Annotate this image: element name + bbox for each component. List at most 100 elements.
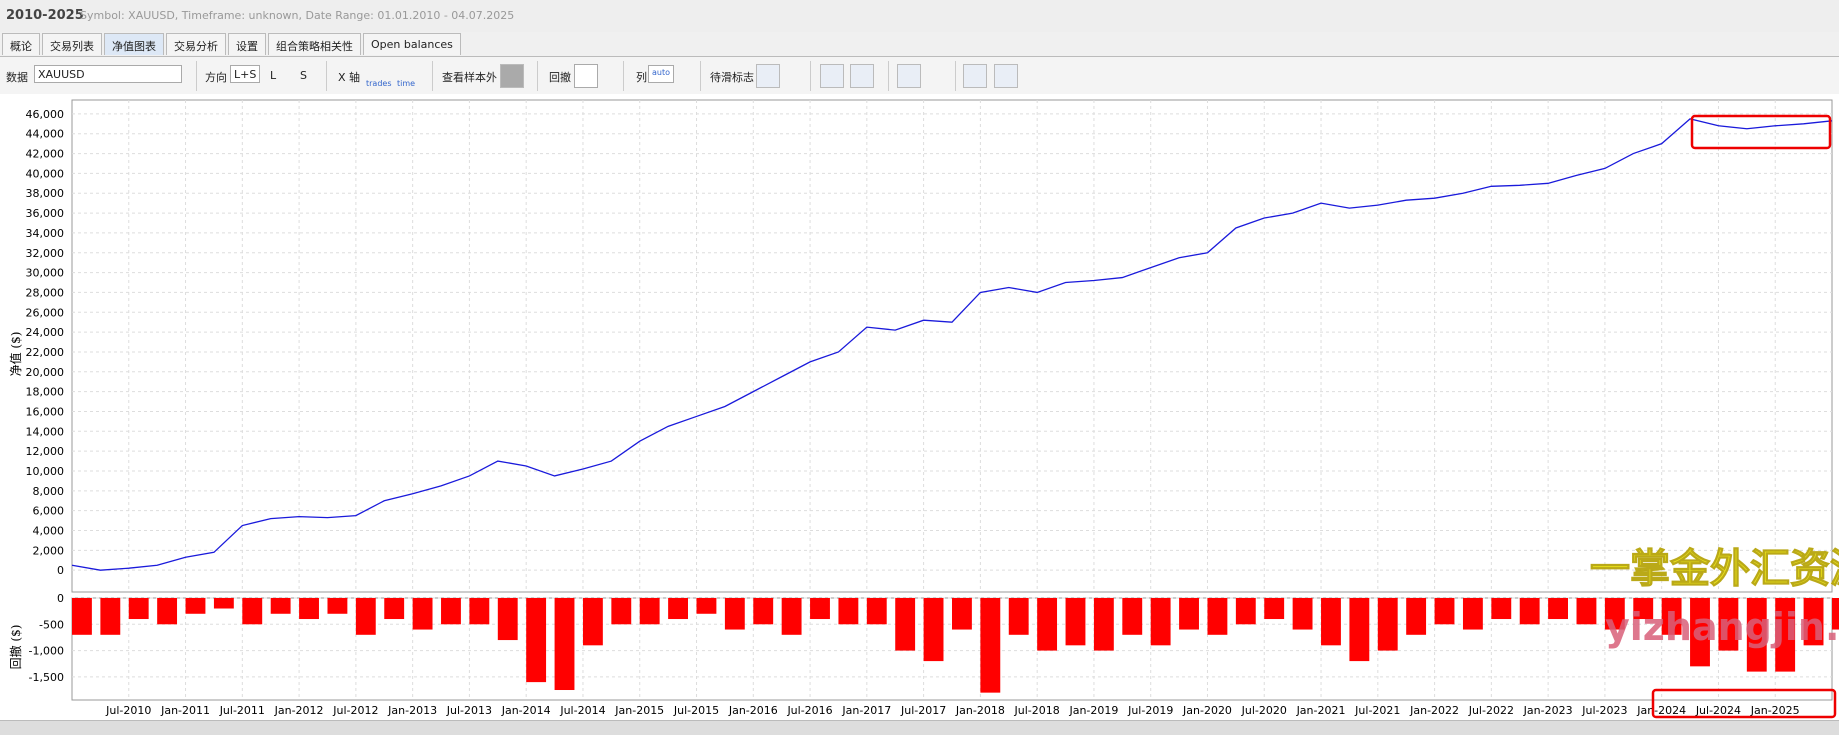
button[interactable]: trades [366,79,392,88]
separator [432,61,433,91]
y-tick-label: 42,000 [26,148,65,161]
x-tick-label: Jan-2013 [387,704,437,717]
drawdown-bar [1604,598,1625,630]
drawdown-bar [1491,598,1512,620]
dropdown[interactable]: auto [648,65,675,83]
y-tick-label: 2,000 [33,544,65,557]
button[interactable] [850,64,874,88]
drawdown-bar [554,598,575,691]
y-tick-label: 4,000 [33,525,65,538]
status-bar [0,720,1839,735]
drawdown-bar [1321,598,1341,646]
drawdown-bar [72,598,92,635]
button[interactable]: L [270,69,277,82]
y-tick-label: -500 [39,618,64,631]
drawdown-bar [753,598,774,625]
y-tick-label: 28,000 [26,286,65,299]
drawdown-bar [611,598,632,625]
title: 2010-2025 [6,8,84,23]
tab[interactable]: 设置 [228,33,266,55]
drawdown-bar [980,598,1001,693]
drawdown-bar [1179,598,1199,630]
y-tick-label: 36,000 [26,207,65,220]
watermark: yizhangjin.com [1605,605,1839,649]
dropdown[interactable]: XAUUSD [34,65,182,83]
drawdown-bar [1803,598,1824,646]
drawdown-bar [441,598,461,625]
x-tick-label: Jan-2025 [1750,704,1800,717]
x-tick-label: Jul-2011 [219,704,265,717]
label: 数据 [6,71,28,84]
button[interactable] [756,64,780,88]
y-tick-label: 24,000 [26,326,65,339]
drawdown-bar [838,598,859,625]
button[interactable] [897,64,921,88]
y-tick-label: 20,000 [26,366,65,379]
drawdown-bar [1150,598,1171,646]
drawdown-bar [1122,598,1143,635]
tab[interactable]: 概论 [2,33,40,55]
x-tick-label: Jan-2023 [1523,704,1573,717]
x-tick-label: Jul-2024 [1695,704,1741,717]
x-tick-label: Jul-2016 [786,704,832,717]
chart-background [0,94,1839,720]
drawdown-bar [895,598,916,651]
y-tick-label: -1,000 [29,645,64,658]
x-tick-label: Jan-2012 [274,704,324,717]
button[interactable] [963,64,987,88]
drawdown-bar [270,598,291,614]
drawdown-bar [213,598,234,609]
y-tick-label: 12,000 [26,445,65,458]
x-tick-label: Jul-2010 [105,704,151,717]
x-tick-label: Jan-2018 [955,704,1005,717]
plot-area [71,99,1833,593]
drawdown-bar [1008,598,1029,635]
button[interactable] [994,64,1018,88]
x-tick-label: Jul-2023 [1581,704,1627,717]
y-tick-label: 14,000 [26,425,65,438]
x-tick-label: Jul-2012 [332,704,378,717]
y-tick-label: 16,000 [26,405,65,418]
button[interactable]: S [300,69,307,82]
button[interactable] [820,64,844,88]
drawdown-bar [1093,598,1114,651]
x-tick-label: Jul-2013 [446,704,492,717]
separator [810,61,811,91]
drawdown-bar [1661,598,1682,635]
separator [623,61,624,91]
button[interactable]: time [397,79,416,88]
drawdown-bar [696,598,717,614]
tab[interactable]: Open balances [363,33,461,55]
drawdown-bar [866,598,887,625]
tab[interactable]: 交易分析 [166,33,226,55]
drawdown-bar [327,598,348,614]
drawdown-bar [497,598,518,641]
x-tick-label: Jul-2020 [1241,704,1287,717]
separator [955,61,956,91]
separator [888,61,889,91]
y-tick-label: 44,000 [26,128,65,141]
x-tick-label: Jan-2024 [1636,704,1686,717]
drawdown-bar [1349,598,1370,662]
button[interactable]: L+S [230,65,261,83]
label: 方向 [205,71,227,84]
y-axis-label: 净值 ($) [8,332,23,377]
drawdown-bar [1462,598,1483,630]
separator [700,61,701,91]
highlight-box [1651,688,1837,719]
toggle[interactable] [500,64,524,88]
x-tick-label: Jul-2021 [1354,704,1400,717]
tab[interactable]: 组合策略相关性 [268,33,361,55]
drawdown-bar [668,598,688,620]
y-tick-label: 8,000 [33,485,65,498]
equity-line [71,118,1833,571]
drawdown-bar [810,598,830,620]
y-tick-label: 22,000 [26,346,65,359]
tab[interactable]: 净值图表 [104,33,164,55]
tab[interactable]: 交易列表 [42,33,102,55]
x-tick-label: Jul-2015 [673,704,719,717]
dropdown[interactable] [574,64,598,88]
drawdown-bar [526,598,547,683]
y-tick-label: 6,000 [33,505,65,518]
y-axis-label: 回撤 ($) [8,625,23,670]
